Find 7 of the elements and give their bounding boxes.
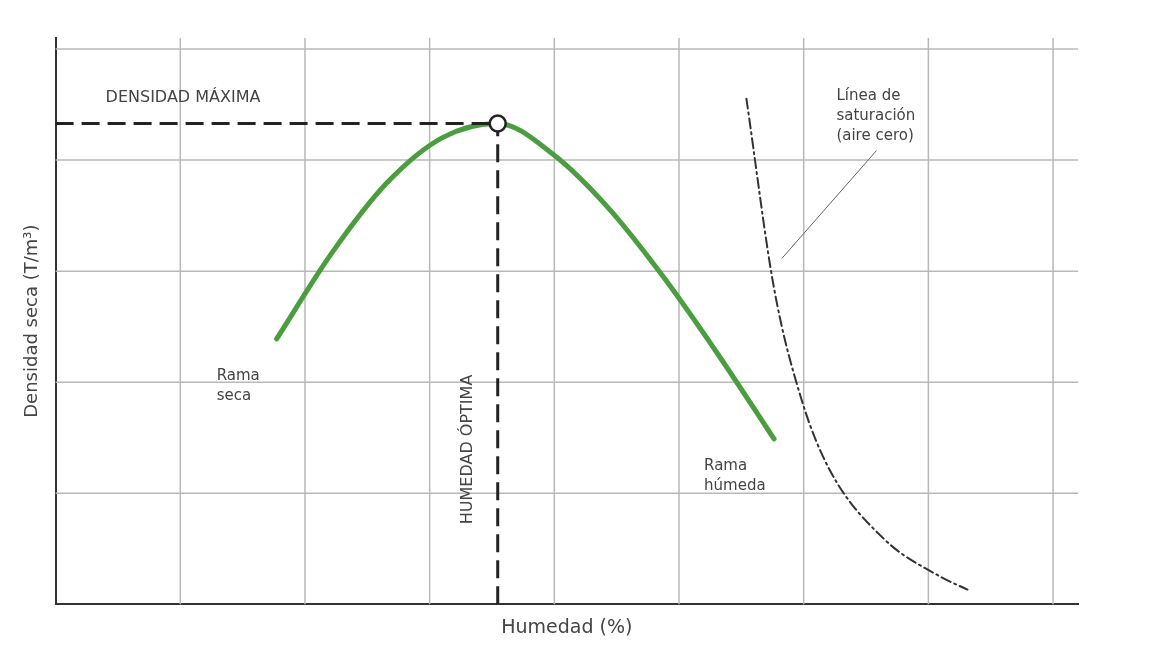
x-axis-title: Humedad (%) [501, 614, 633, 637]
text: Línea de saturación (aire cero) [836, 86, 916, 145]
annotation: HUMEDAD ÓPTIMA [456, 374, 476, 525]
annotation: Rama húmeda [704, 456, 766, 495]
ref-line-label: DENSIDAD MÁXIMA [105, 86, 261, 106]
y-axis-title: Densidad seca (T/m³) [20, 224, 42, 418]
annotation: Rama seca [216, 366, 260, 405]
